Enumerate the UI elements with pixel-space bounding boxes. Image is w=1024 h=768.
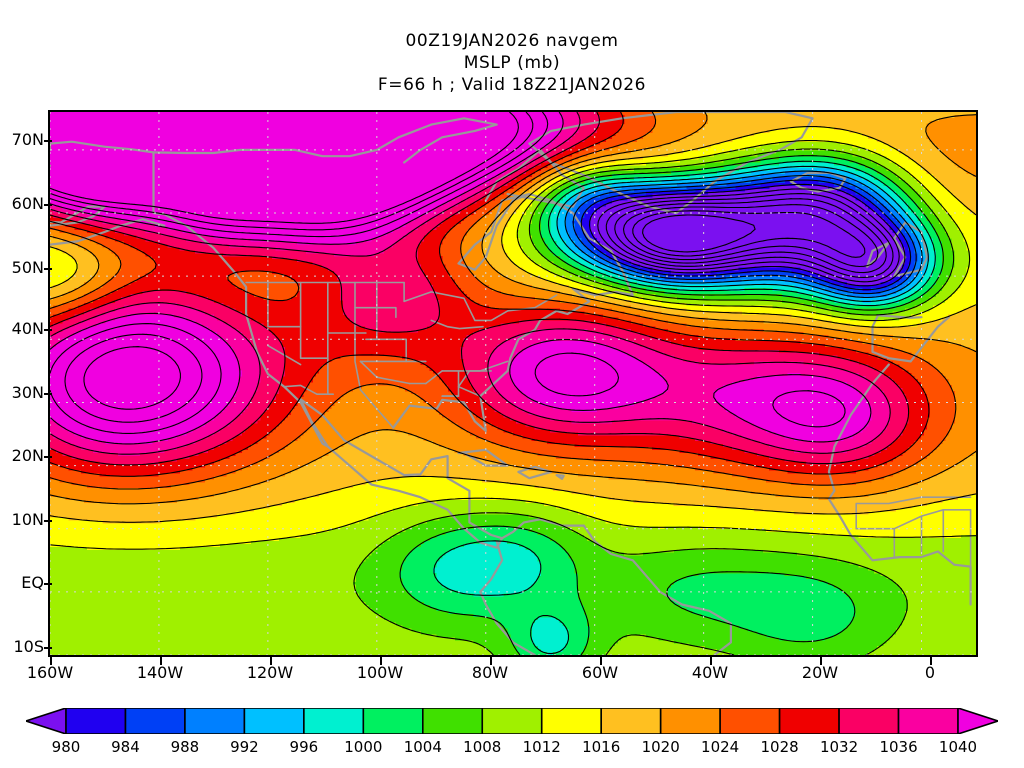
colorbar-tick-label: 996 [274,738,334,756]
y-axis-label: 50N [0,258,44,277]
y-axis-label: 10S [0,637,44,656]
y-axis-label: 20N [0,446,44,465]
x-axis-tick [270,657,272,665]
x-axis-tick [50,657,52,665]
colorbar-tick-label: 992 [214,738,274,756]
title-line-valid: F=66 h ; Valid 18Z21JAN2026 [0,74,1024,96]
y-axis-tick [44,140,52,142]
colorbar-swatches [26,708,998,734]
x-axis-label: 80W [450,663,530,682]
colorbar-tick-label: 1004 [393,738,453,756]
colorbar-tick-label: 988 [155,738,215,756]
colorbar-tick-label: 1036 [869,738,929,756]
x-axis-tick [600,657,602,665]
y-axis-tick [44,329,52,331]
x-axis-label: 60W [560,663,640,682]
y-axis-label: 30N [0,383,44,402]
x-axis-label: 140W [120,663,200,682]
x-axis-label: 100W [340,663,420,682]
colorbar-tick-label: 980 [36,738,96,756]
x-axis-tick [490,657,492,665]
x-axis-label: 40W [670,663,750,682]
y-axis-tick [44,268,52,270]
y-axis-label: 40N [0,319,44,338]
y-axis-tick [44,393,52,395]
colorbar-tick-label: 1016 [571,738,631,756]
colorbar-tick-label: 1028 [750,738,810,756]
x-axis-tick [820,657,822,665]
x-axis-label: 120W [230,663,310,682]
x-axis-label: 0 [890,663,970,682]
colorbar-tick-label: 1000 [333,738,393,756]
colorbar-tick-label: 1032 [809,738,869,756]
y-axis-label: 70N [0,130,44,149]
y-axis-label: EQ [0,573,44,592]
title-line-model: 00Z19JAN2026 navgem [0,30,1024,52]
x-axis-label: 160W [10,663,90,682]
colorbar-tick-label: 1040 [928,738,988,756]
colorbar-tick-label: 1024 [690,738,750,756]
y-axis-label: 10N [0,510,44,529]
x-axis-tick [710,657,712,665]
x-axis-tick [160,657,162,665]
y-axis-tick [44,647,52,649]
chart-title-block: 00Z19JAN2026 navgem MSLP (mb) F=66 h ; V… [0,30,1024,96]
title-line-field: MSLP (mb) [0,52,1024,74]
x-axis-tick [930,657,932,665]
x-axis-label: 20W [780,663,860,682]
y-axis-label: 60N [0,194,44,213]
y-axis-tick [44,456,52,458]
y-axis-tick [44,520,52,522]
y-axis-tick [44,204,52,206]
y-axis-tick [44,583,52,585]
map-plot-area [48,110,978,657]
colorbar-tick-label: 1012 [512,738,572,756]
x-axis-tick [380,657,382,665]
mslp-contour-map [50,112,976,655]
colorbar-tick-label: 1008 [452,738,512,756]
colorbar-tick-label: 984 [95,738,155,756]
colorbar-tick-label: 1020 [631,738,691,756]
colorbar: 980 984 988 992 996 1000 1004 1008 1012 1016 1020 1… [26,708,998,734]
